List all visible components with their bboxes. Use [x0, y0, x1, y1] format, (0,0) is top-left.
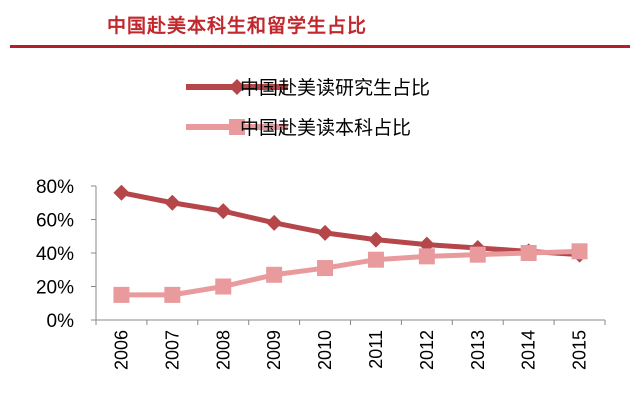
x-tick-label: 2008	[213, 330, 233, 370]
x-tick-label: 2014	[519, 330, 539, 370]
series-line-graduate	[120, 190, 580, 258]
legend: 中国赴美读研究生占比 中国赴美读本科占比	[186, 77, 430, 139]
x-tick-label: 2015	[570, 330, 590, 370]
chart-title: 中国赴美本科生和留学生占比	[107, 15, 368, 37]
x-tick-label: 2011	[366, 330, 386, 369]
legend-entry-graduate: 中国赴美读研究生占比	[186, 77, 430, 99]
y-tick-label: 20%	[36, 278, 74, 299]
x-tick-label: 2010	[315, 330, 335, 370]
y-tick-label: 60%	[36, 211, 74, 232]
data-point-graduate	[113, 184, 130, 201]
series-layer	[113, 184, 588, 303]
data-point-undergraduate	[418, 248, 435, 265]
data-point-undergraduate	[520, 245, 537, 261]
legend-marker-undergraduate	[229, 119, 245, 135]
x-tick-label: 2012	[417, 330, 437, 370]
data-point-graduate	[215, 203, 232, 220]
data-point-undergraduate	[469, 246, 486, 263]
y-tick-label: 40%	[36, 244, 74, 265]
x-tick-label: 2006	[111, 330, 131, 370]
data-point-undergraduate	[571, 243, 588, 260]
x-tick-label: 2007	[162, 330, 182, 370]
y-tick-label: 0%	[47, 311, 75, 332]
data-point-graduate	[164, 194, 181, 211]
data-point-graduate	[266, 214, 283, 231]
axes: 0% 20% 40% 60% 80% 2006 2007 2008 2009 2010 2011 20…	[36, 177, 606, 370]
data-point-undergraduate	[113, 286, 130, 303]
data-point-graduate	[317, 224, 334, 241]
data-point-undergraduate	[215, 278, 232, 295]
title-underline	[10, 45, 630, 48]
data-point-undergraduate	[164, 286, 181, 303]
legend-label-undergraduate: 中国赴美读本科占比	[240, 117, 411, 139]
legend-marker-graduate	[229, 79, 245, 95]
y-tick-label: 80%	[36, 177, 74, 198]
x-tick-label: 2009	[264, 330, 284, 370]
series-line-undergraduate	[121, 248, 580, 298]
data-point-undergraduate	[266, 266, 283, 283]
data-point-undergraduate	[317, 260, 334, 277]
legend-label-graduate: 中国赴美读研究生占比	[240, 77, 430, 99]
x-tick-label: 2013	[468, 330, 488, 370]
legend-entry-undergraduate: 中国赴美读本科占比	[186, 117, 411, 139]
data-point-undergraduate	[367, 251, 384, 268]
data-point-graduate	[367, 231, 384, 248]
